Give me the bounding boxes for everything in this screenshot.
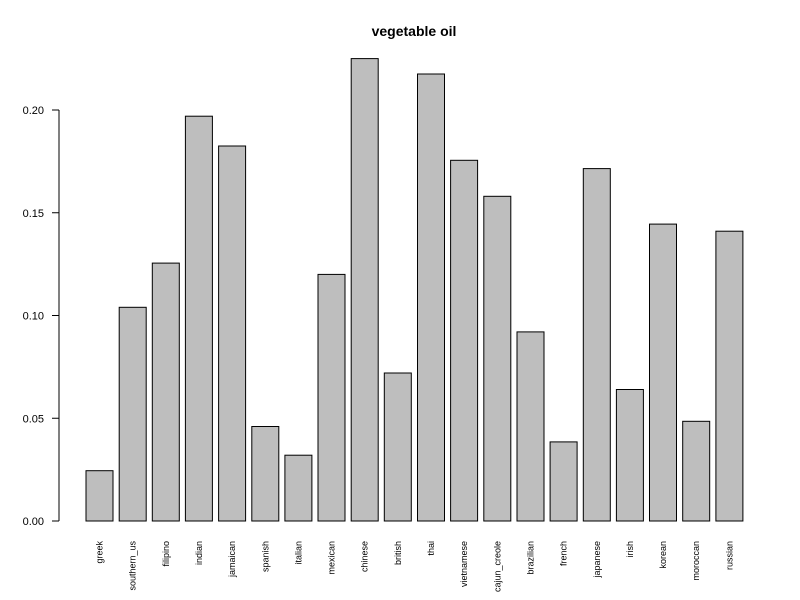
- x-tick-label-spanish: spanish: [260, 541, 270, 572]
- bar-indian: [184, 115, 213, 522]
- x-tick-label-indian: indian: [194, 541, 204, 565]
- x-tick-label-mexican: mexican: [327, 541, 337, 575]
- bar-brazilian: [516, 331, 545, 522]
- bar-southern_us: [118, 306, 147, 522]
- bar-jamaican: [218, 145, 247, 522]
- bar-moroccan: [682, 420, 711, 522]
- y-tick-label: 0.15: [23, 208, 44, 220]
- x-tick-label-italian: italian: [293, 541, 303, 565]
- bar-greek: [85, 470, 114, 522]
- x-tick-label-brazilian: brazilian: [526, 541, 536, 575]
- x-tick-label-thai: thai: [426, 541, 436, 556]
- bar-italian: [284, 454, 313, 522]
- bar-irish: [615, 389, 644, 522]
- chart-title: vegetable oil: [372, 23, 457, 39]
- bar-spanish: [251, 426, 280, 522]
- x-tick-label-filipino: filipino: [161, 541, 171, 567]
- y-tick-label: 0.10: [23, 311, 44, 323]
- bar-vietnamese: [450, 159, 479, 522]
- x-tick-label-chinese: chinese: [360, 541, 370, 572]
- bar-british: [383, 372, 412, 522]
- x-axis-labels: greek southern_us filipino indian jamaican sp…: [95, 541, 735, 593]
- bar-cajun_creole: [483, 195, 512, 522]
- x-tick-label-irish: irish: [625, 541, 635, 558]
- x-tick-label-vietnamese: vietnamese: [459, 541, 469, 587]
- bars-group: [85, 58, 744, 522]
- bar-korean: [649, 223, 677, 522]
- y-tick-label: 0.05: [23, 413, 44, 425]
- bar-chinese: [350, 58, 379, 522]
- bar-russian: [715, 230, 744, 522]
- x-tick-label-southern_us: southern_us: [128, 541, 138, 591]
- x-tick-label-korean: korean: [658, 541, 668, 569]
- bar-japanese: [582, 168, 611, 522]
- y-tick-label: 0.00: [23, 516, 44, 528]
- bar-thai: [417, 73, 445, 522]
- bar-filipino: [151, 262, 180, 522]
- bar-french: [549, 441, 578, 522]
- y-tick-label: 0.20: [23, 105, 44, 117]
- x-tick-label-british: british: [393, 541, 403, 565]
- x-tick-label-greek: greek: [95, 541, 105, 564]
- x-tick-label-moroccan: moroccan: [691, 541, 701, 581]
- x-tick-label-japanese: japanese: [592, 541, 602, 579]
- bar-mexican: [317, 273, 346, 522]
- x-tick-label-cajun_creole: cajun_creole: [492, 541, 502, 592]
- x-tick-label-russian: russian: [724, 541, 734, 570]
- x-tick-label-jamaican: jamaican: [227, 541, 237, 578]
- y-axis: 0.00 0.05 0.10 0.15 0.20: [23, 105, 60, 528]
- x-tick-label-french: french: [559, 541, 569, 566]
